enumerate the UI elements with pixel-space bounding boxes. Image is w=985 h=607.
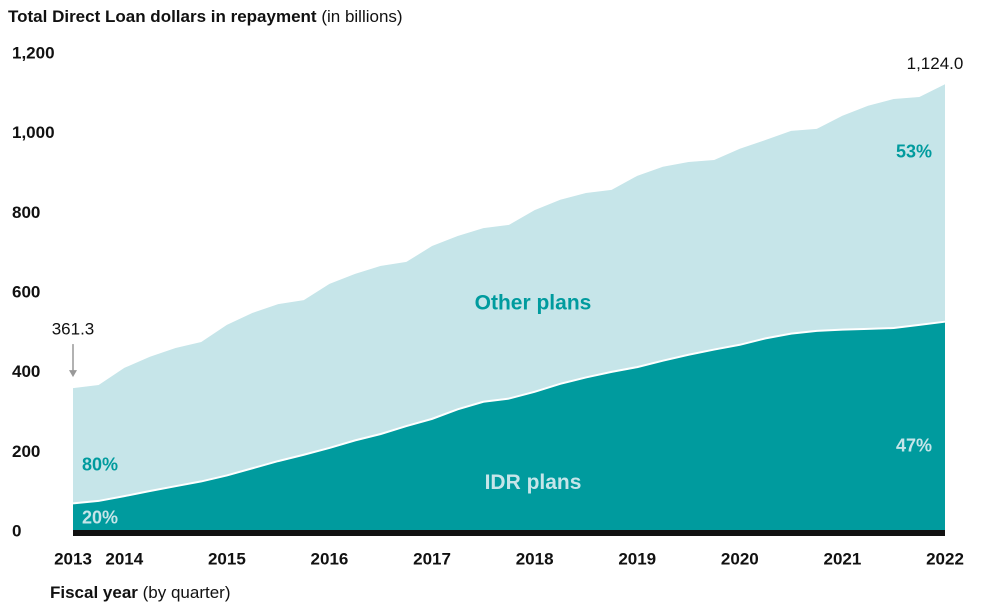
- separator: [72, 320, 946, 505]
- x-tick-label: 2015: [208, 549, 246, 568]
- share-label: 80%: [82, 454, 118, 474]
- total-label: 361.3: [52, 320, 95, 339]
- x-tick-label: 2022: [926, 549, 964, 568]
- x-axis-title-group: Fiscal year (by quarter): [50, 583, 231, 602]
- area: [73, 84, 945, 504]
- x-axis-line: [73, 530, 945, 536]
- y-tick-label: 800: [12, 203, 40, 222]
- series-label: Other plans: [475, 291, 592, 314]
- y-tick-label: 1,000: [12, 123, 55, 142]
- x-axis-title-note: (by quarter): [143, 583, 231, 602]
- chart-title-note: (in billions): [321, 7, 402, 26]
- y-tick-label: 200: [12, 442, 40, 461]
- x-tick-label: 2017: [413, 549, 451, 568]
- x-tick-label: 2018: [516, 549, 554, 568]
- area: [73, 321, 945, 532]
- x-tick-label: 2020: [721, 549, 759, 568]
- arrow-head: [69, 370, 77, 378]
- x-tick-label: 2016: [311, 549, 349, 568]
- share-label: 20%: [82, 507, 118, 527]
- x-tick-label: 2019: [618, 549, 656, 568]
- series-label: IDR plans: [485, 471, 582, 494]
- x-axis-title: Fiscal year: [50, 583, 138, 602]
- y-tick-label: 1,200: [12, 43, 55, 62]
- total-label: 1,124.0: [907, 54, 964, 73]
- x-tick-label: 2021: [823, 549, 861, 568]
- x-tick-label: 2014: [105, 549, 143, 568]
- chart-title: Total Direct Loan dollars in repayment: [8, 7, 317, 26]
- y-tick-label: 400: [12, 362, 40, 381]
- chart-title-group: Total Direct Loan dollars in repayment (…: [8, 7, 403, 26]
- y-tick-label: 0: [12, 521, 21, 540]
- y-tick-label: 600: [12, 282, 40, 301]
- share-label: 47%: [896, 436, 932, 456]
- x-tick-label: 2013: [54, 549, 92, 568]
- share-label: 53%: [896, 142, 932, 162]
